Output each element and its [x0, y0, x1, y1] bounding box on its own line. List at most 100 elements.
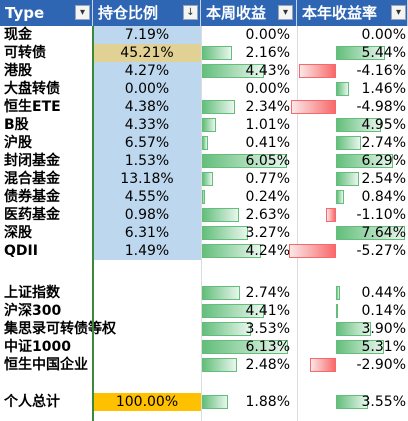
cell-value: 0.44% [361, 285, 406, 301]
year-return-cell[interactable]: -4.16% [297, 62, 408, 80]
year-return-cell[interactable]: 2.74% [297, 134, 408, 152]
holding-value[interactable]: 6.57% [93, 134, 201, 152]
row-name[interactable]: 医药基金 [4, 207, 60, 223]
week-return-cell[interactable]: 0.41% [201, 134, 292, 152]
filter-dropdown-icon[interactable]: ▾ [391, 5, 406, 20]
week-return-cell[interactable]: 4.41% [201, 302, 292, 320]
holding-value[interactable]: 7.19% [93, 26, 201, 44]
week-return-cell[interactable]: 2.48% [201, 356, 292, 374]
cell-value: -4.16% [356, 63, 406, 79]
week-return-cell[interactable]: 1.01% [201, 116, 292, 134]
holding-value[interactable]: 4.38% [93, 98, 201, 116]
row-name[interactable]: 可转债 [4, 45, 46, 61]
week-return-cell[interactable]: 3.27% [201, 224, 292, 242]
databar [202, 358, 237, 372]
holding-value[interactable]: 4.27% [93, 62, 201, 80]
databar [291, 100, 336, 114]
filter-dropdown-icon[interactable]: ▾ [75, 5, 90, 20]
row-name[interactable]: 债券基金 [4, 189, 60, 205]
holding-value[interactable]: 6.31% [93, 224, 201, 242]
week-return-cell[interactable]: 4.24% [201, 242, 292, 260]
holding-value[interactable]: 1.49% [93, 242, 201, 260]
holding-value[interactable]: 4.55% [93, 188, 201, 206]
holding-value[interactable]: 100.00% [93, 393, 201, 411]
year-return-cell[interactable]: 3.55% [297, 393, 408, 411]
holding-value[interactable]: 0.98% [93, 206, 201, 224]
cell-value: 1.01% [245, 117, 290, 133]
year-return-cell[interactable]: -5.27% [288, 242, 408, 260]
row-name[interactable]: 上证指数 [4, 285, 60, 301]
year-return-cell[interactable]: -2.90% [297, 356, 408, 374]
week-return-cell[interactable]: 6.13% [201, 338, 292, 356]
cell-value: 1.88% [245, 394, 290, 410]
week-return-cell[interactable]: 0.00% [201, 80, 292, 98]
holding-value[interactable]: 13.18% [93, 170, 201, 188]
sort-desc-icon[interactable]: ↓ [183, 5, 198, 20]
year-return-cell[interactable]: 2.54% [297, 170, 408, 188]
week-return-cell[interactable]: 0.77% [201, 170, 292, 188]
row-name[interactable]: 集思录可转债等权 [4, 321, 116, 337]
header-type-label: Type [5, 4, 45, 22]
year-return-cell[interactable]: -4.98% [291, 98, 408, 116]
week-return-cell[interactable]: 2.34% [201, 98, 292, 116]
header-year[interactable]: 本年收益率 [297, 0, 408, 26]
databar [336, 172, 359, 186]
row-name[interactable]: QDII [4, 243, 38, 259]
row-name[interactable]: 恒生ETE [4, 99, 61, 115]
week-return-cell[interactable]: 0.00% [201, 26, 292, 44]
databar [202, 118, 217, 132]
row-name[interactable]: B股 [4, 117, 29, 133]
cell-value: -4.98% [356, 99, 406, 115]
row-name[interactable]: 封闭基金 [4, 153, 60, 169]
header-year-label: 本年收益率 [302, 4, 378, 22]
year-return-cell[interactable]: 4.95% [297, 116, 408, 134]
week-return-cell[interactable]: 0.24% [201, 188, 292, 206]
year-return-cell[interactable]: 5.44% [297, 44, 408, 62]
table-row: 可转债 45.21% 2.16% 5.44% [0, 44, 408, 62]
year-return-cell[interactable]: 0.00% [297, 26, 408, 44]
year-return-cell[interactable]: 1.46% [297, 80, 408, 98]
row-name[interactable]: 沪深300 [4, 303, 62, 319]
year-return-cell[interactable]: 7.64% [297, 224, 408, 242]
holding-value[interactable]: 45.21% [93, 44, 201, 62]
header-holding[interactable]: 持仓比例 [93, 0, 201, 26]
week-return-cell[interactable]: 3.53% [201, 320, 292, 338]
databar [202, 64, 265, 78]
year-return-cell[interactable]: 0.84% [297, 188, 408, 206]
week-return-cell[interactable]: 4.43% [201, 62, 292, 80]
cell-value: 5.31% [361, 339, 406, 355]
year-return-cell[interactable]: 6.29% [297, 152, 408, 170]
holding-value[interactable]: 0.00% [93, 80, 201, 98]
row-name[interactable]: 恒生中国企业 [4, 357, 88, 373]
year-return-cell[interactable]: 0.14% [297, 302, 408, 320]
databar [336, 322, 372, 336]
databar [336, 395, 368, 409]
row-name[interactable]: 混合基金 [4, 171, 60, 187]
row-name[interactable]: 中证1000 [4, 339, 71, 355]
row-name[interactable]: 个人总计 [4, 394, 60, 410]
week-return-cell[interactable]: 2.16% [201, 44, 292, 62]
row-name[interactable]: 现金 [4, 27, 32, 43]
row-name[interactable]: 港股 [4, 63, 32, 79]
total-row: 个人总计 100.00% 1.88% 3.55% [0, 393, 408, 411]
year-return-cell[interactable]: 5.31% [297, 338, 408, 356]
databar [336, 82, 350, 96]
row-name[interactable]: 深股 [4, 225, 32, 241]
week-return-cell[interactable]: 1.88% [201, 393, 292, 411]
week-return-cell[interactable]: 2.63% [201, 206, 292, 224]
databar [288, 244, 336, 258]
freeze-pane-divider [92, 26, 94, 421]
row-name[interactable]: 沪股 [4, 135, 32, 151]
holding-value[interactable]: 4.33% [93, 116, 201, 134]
holding-value[interactable]: 1.53% [93, 152, 201, 170]
row-name[interactable]: 大盘转债 [4, 81, 60, 97]
cell-value: 0.24% [245, 189, 290, 205]
cell-value: 4.41% [245, 303, 290, 319]
year-return-cell[interactable]: -1.10% [297, 206, 408, 224]
year-return-cell[interactable]: 0.44% [297, 284, 408, 302]
databar [336, 340, 384, 354]
week-return-cell[interactable]: 2.74% [201, 284, 292, 302]
week-return-cell[interactable]: 6.05% [201, 152, 292, 170]
year-return-cell[interactable]: 3.90% [297, 320, 408, 338]
filter-dropdown-icon[interactable]: ▾ [278, 5, 293, 20]
